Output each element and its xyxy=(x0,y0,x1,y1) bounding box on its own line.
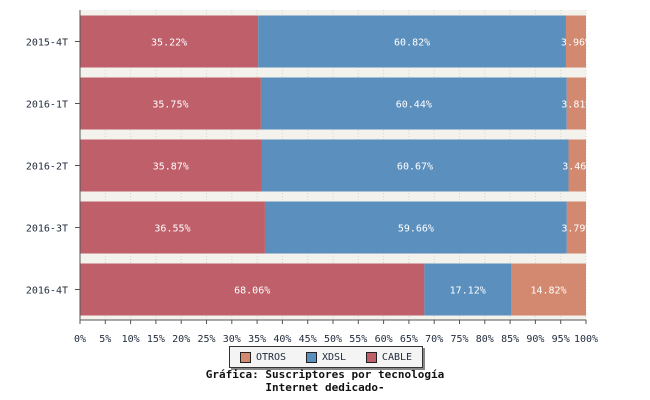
x-tick-label: 50% xyxy=(324,334,342,345)
bar-cable xyxy=(80,201,265,254)
legend-label-xdsl: XDSL xyxy=(321,351,347,363)
x-tick-label: 30% xyxy=(223,334,241,345)
bar-cable xyxy=(80,77,261,130)
chart-title-line-1: Gráfica: Suscriptores por tecnología xyxy=(205,368,445,381)
x-tick-label: 40% xyxy=(273,334,291,345)
x-tick-label: 95% xyxy=(552,334,570,345)
x-tick-label: 5% xyxy=(99,334,111,345)
legend-item-otros: OTROS xyxy=(239,351,287,363)
x-tick-label: 0% xyxy=(74,334,86,345)
data-label-otros: 14.82% xyxy=(530,286,566,297)
x-tick-label: 90% xyxy=(526,334,544,345)
chart-title-line-2: Internet dedicado- xyxy=(265,381,385,394)
data-label-otros: 3.46% xyxy=(562,162,592,173)
data-label-cable: 36.55% xyxy=(154,224,190,235)
data-label-cable: 68.06% xyxy=(234,286,270,297)
data-label-xdsl: 60.67% xyxy=(397,162,433,173)
data-label-xdsl: 60.82% xyxy=(394,38,430,49)
bar-otros xyxy=(566,77,586,130)
bar-otros xyxy=(565,15,586,68)
legend-label-cable: CABLE xyxy=(381,351,413,363)
legend-swatch-otros xyxy=(239,351,251,363)
chart-legend: OTROS XDSL CABLE xyxy=(229,346,423,368)
bar-cable xyxy=(80,263,425,316)
x-tick-label: 75% xyxy=(450,334,468,345)
data-label-cable: 35.87% xyxy=(153,162,189,173)
x-tick-label: 70% xyxy=(425,334,443,345)
legend-label-otros: OTROS xyxy=(255,351,287,363)
bar-otros xyxy=(566,201,586,254)
x-tick-label: 10% xyxy=(122,334,140,345)
bar-cable xyxy=(80,139,262,192)
data-label-xdsl: 60.44% xyxy=(396,100,432,111)
x-tick-label: 80% xyxy=(476,334,494,345)
x-tick-label: 25% xyxy=(197,334,215,345)
legend-item-xdsl: XDSL xyxy=(305,351,347,363)
data-label-xdsl: 59.66% xyxy=(398,224,434,235)
legend-swatch-cable xyxy=(365,351,377,363)
legend-item-cable: CABLE xyxy=(365,351,413,363)
bar-cable xyxy=(80,15,259,68)
legend-swatch-xdsl xyxy=(305,351,317,363)
data-label-otros: 3.79% xyxy=(561,224,591,235)
data-label-otros: 3.96% xyxy=(561,38,591,49)
bar-xdsl xyxy=(258,15,566,68)
x-tick-label: 55% xyxy=(349,334,367,345)
data-label-otros: 3.81% xyxy=(561,100,591,111)
x-tick-label: 35% xyxy=(248,334,266,345)
x-tick-label: 20% xyxy=(172,334,190,345)
bar-otros xyxy=(511,263,586,316)
bar-otros xyxy=(568,139,586,192)
chart-title: Gráfica: Suscriptores por tecnología Int… xyxy=(0,368,650,394)
bar-xdsl xyxy=(260,77,567,130)
data-label-xdsl: 17.12% xyxy=(450,286,486,297)
y-tick-label: 2016-3T xyxy=(26,224,68,235)
y-tick-label: 2016-2T xyxy=(26,162,68,173)
y-tick-label: 2015-4T xyxy=(26,38,68,49)
y-tick-label: 2016-4T xyxy=(26,286,68,297)
bar-xdsl xyxy=(264,201,567,254)
data-label-cable: 35.22% xyxy=(151,38,187,49)
x-tick-label: 60% xyxy=(375,334,393,345)
data-label-cable: 35.75% xyxy=(152,100,188,111)
x-tick-label: 85% xyxy=(501,334,519,345)
x-tick-label: 65% xyxy=(400,334,418,345)
x-tick-label: 45% xyxy=(299,334,317,345)
x-tick-label: 15% xyxy=(147,334,165,345)
bar-xdsl xyxy=(424,263,512,316)
bar-xdsl xyxy=(261,139,569,192)
y-tick-label: 2016-1T xyxy=(26,100,68,111)
x-tick-label: 100% xyxy=(574,334,598,345)
